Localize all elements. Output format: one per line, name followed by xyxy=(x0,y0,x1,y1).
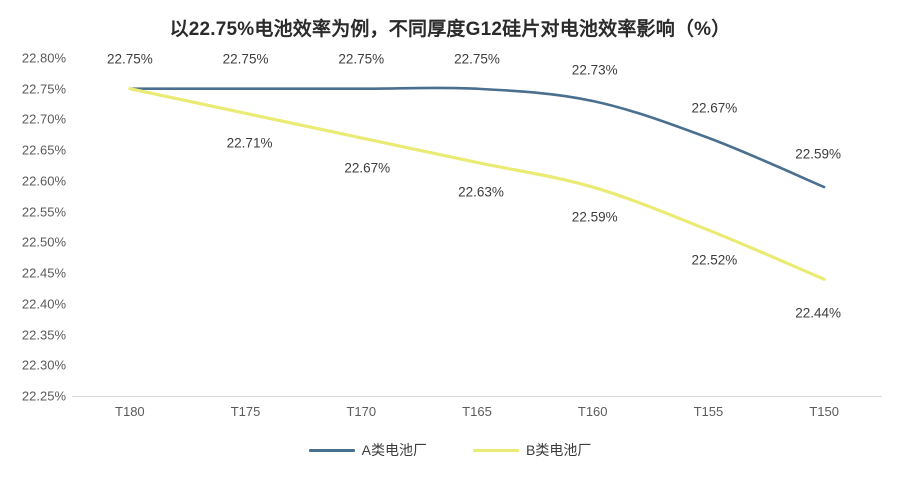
x-axis-tick-label: T165 xyxy=(462,404,492,419)
y-axis-tick-label: 22.30% xyxy=(21,357,66,373)
data-label-b: 22.67% xyxy=(344,160,391,176)
data-label-a: 22.75% xyxy=(106,51,153,67)
y-axis-tick-label: 22.80% xyxy=(21,50,66,66)
chart-title: 以22.75%电池效率为例，不同厚度G12硅片对电池效率影响（%） xyxy=(169,19,731,40)
data-label-a: 22.73% xyxy=(571,62,618,78)
x-axis-tick-label: T180 xyxy=(115,404,145,419)
legend-item-b[interactable]: B类电池厂 xyxy=(473,440,591,460)
series-lines xyxy=(128,86,826,281)
data-label-b: 22.44% xyxy=(795,305,842,321)
data-label-a: 22.75% xyxy=(222,51,269,67)
data-label-a: 22.59% xyxy=(795,146,842,162)
data-label-b: 22.63% xyxy=(458,184,504,200)
x-axis-line xyxy=(72,396,882,397)
y-axis-tick-label: 22.60% xyxy=(21,173,66,189)
data-label-a: 22.75% xyxy=(454,51,500,67)
y-axis-tick-label: 22.55% xyxy=(21,204,66,220)
y-axis-tick-label: 22.40% xyxy=(21,296,66,312)
y-axis-tick-label: 22.70% xyxy=(21,111,66,127)
legend-label: B类电池厂 xyxy=(526,442,592,458)
y-axis-tick-label: 22.35% xyxy=(21,327,66,343)
x-axis-tick-label: T170 xyxy=(346,404,377,419)
legend-item-a[interactable]: A类电池厂 xyxy=(308,440,427,460)
x-axis-tick-label: T155 xyxy=(693,404,724,419)
chart-legend: A类电池厂 B类电池厂 xyxy=(0,440,900,460)
data-label-b: 22.59% xyxy=(571,209,618,225)
legend-swatch-icon xyxy=(308,448,355,452)
data-label-b: 22.71% xyxy=(226,135,273,151)
data-label-a: 22.75% xyxy=(338,51,385,67)
y-axis-tick-label: 22.25% xyxy=(21,388,66,404)
y-axis-tick-label: 22.75% xyxy=(21,81,66,97)
x-axis-tick-label: T150 xyxy=(809,404,839,419)
x-axis: T180 T175 T170 T165 T160 T155 T150 xyxy=(72,404,882,424)
legend-label: A类电池厂 xyxy=(361,442,427,458)
data-label-b: 22.52% xyxy=(691,252,738,268)
data-label-a: 22.67% xyxy=(691,100,738,116)
series-line-b xyxy=(128,87,826,281)
x-axis-tick-label: T160 xyxy=(577,404,608,419)
y-axis-tick-label: 22.45% xyxy=(21,265,66,281)
plot-area: 22.75% 22.75% 22.75% 22.75% 22.73% 22.67% 22.5… xyxy=(72,51,882,396)
series-line-a xyxy=(128,86,826,189)
legend-swatch-icon xyxy=(473,448,519,452)
y-axis-tick-label: 22.50% xyxy=(21,234,66,250)
x-axis-tick-label: T175 xyxy=(230,404,261,419)
y-axis-tick-label: 22.65% xyxy=(21,142,66,158)
y-axis: 22.80% 22.75% 22.70% 22.65% 22.60% 22.55% 22.5… xyxy=(6,0,66,484)
